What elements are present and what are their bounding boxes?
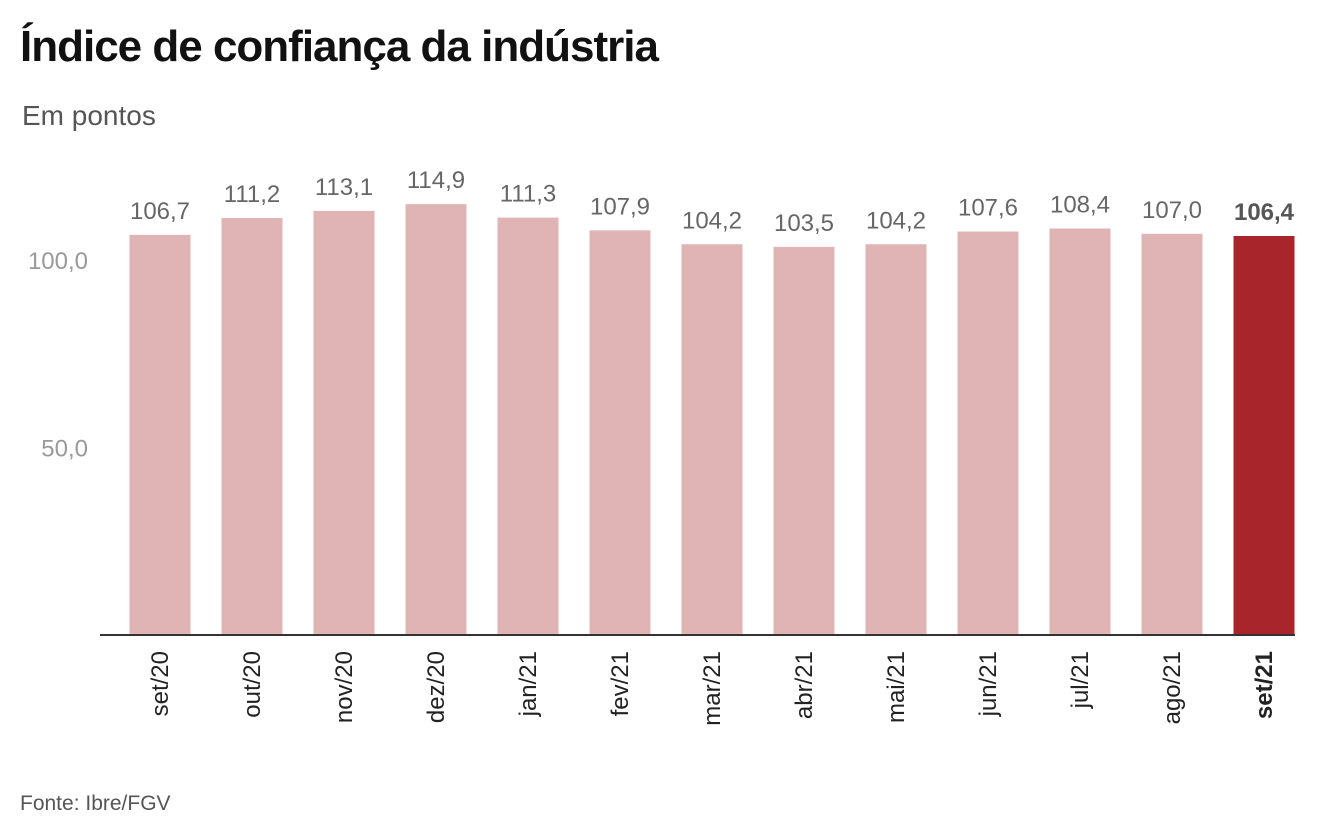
bar-value-label: 104,2 xyxy=(682,207,742,234)
bar xyxy=(129,234,191,635)
bar-value-label: 114,9 xyxy=(407,167,465,194)
y-tick-label: 100,0 xyxy=(28,248,88,275)
bar-value-label: 104,2 xyxy=(866,207,926,234)
bar xyxy=(313,210,375,635)
bar-value-label: 107,0 xyxy=(1142,197,1202,224)
bar xyxy=(405,204,467,635)
category-label: jul/21 xyxy=(1067,651,1094,709)
category-label: abr/21 xyxy=(791,651,818,719)
bar-value-label: 107,6 xyxy=(958,195,1018,222)
bar-value-label: 106,7 xyxy=(130,198,190,225)
bar xyxy=(589,230,651,635)
y-tick-label: 50,0 xyxy=(41,436,88,463)
category-label: jun/21 xyxy=(975,651,1002,717)
category-label: mar/21 xyxy=(699,651,726,726)
category-label: out/20 xyxy=(239,651,266,718)
bar xyxy=(1141,233,1203,635)
category-label: jan/21 xyxy=(515,651,542,717)
bar xyxy=(773,246,835,635)
category-label: set/21 xyxy=(1251,651,1278,719)
category-label: ago/21 xyxy=(1159,651,1186,724)
bar xyxy=(497,217,559,635)
bar-value-label: 107,9 xyxy=(590,193,650,220)
category-label: mai/21 xyxy=(883,651,910,723)
bar-value-label: 103,5 xyxy=(774,210,834,237)
category-label: set/20 xyxy=(147,651,174,716)
chart-source: Fonte: Ibre/FGV xyxy=(20,792,171,815)
bar xyxy=(1233,236,1295,635)
bar xyxy=(1049,228,1111,635)
bar xyxy=(957,231,1019,635)
category-label: dez/20 xyxy=(423,651,450,723)
category-label: fev/21 xyxy=(607,651,634,716)
chart-title: Índice de confiança da indústria xyxy=(20,22,659,71)
bar xyxy=(681,244,743,635)
bar-value-label: 111,2 xyxy=(224,181,281,208)
bar xyxy=(865,244,927,635)
bar-value-label: 108,4 xyxy=(1050,192,1110,219)
chart-subtitle: Em pontos xyxy=(22,100,156,131)
bar xyxy=(221,218,283,635)
bar-value-label: 106,4 xyxy=(1234,199,1295,226)
bar-value-label: 111,3 xyxy=(500,181,557,208)
bar-value-label: 113,1 xyxy=(315,174,373,201)
category-label: nov/20 xyxy=(331,651,358,723)
